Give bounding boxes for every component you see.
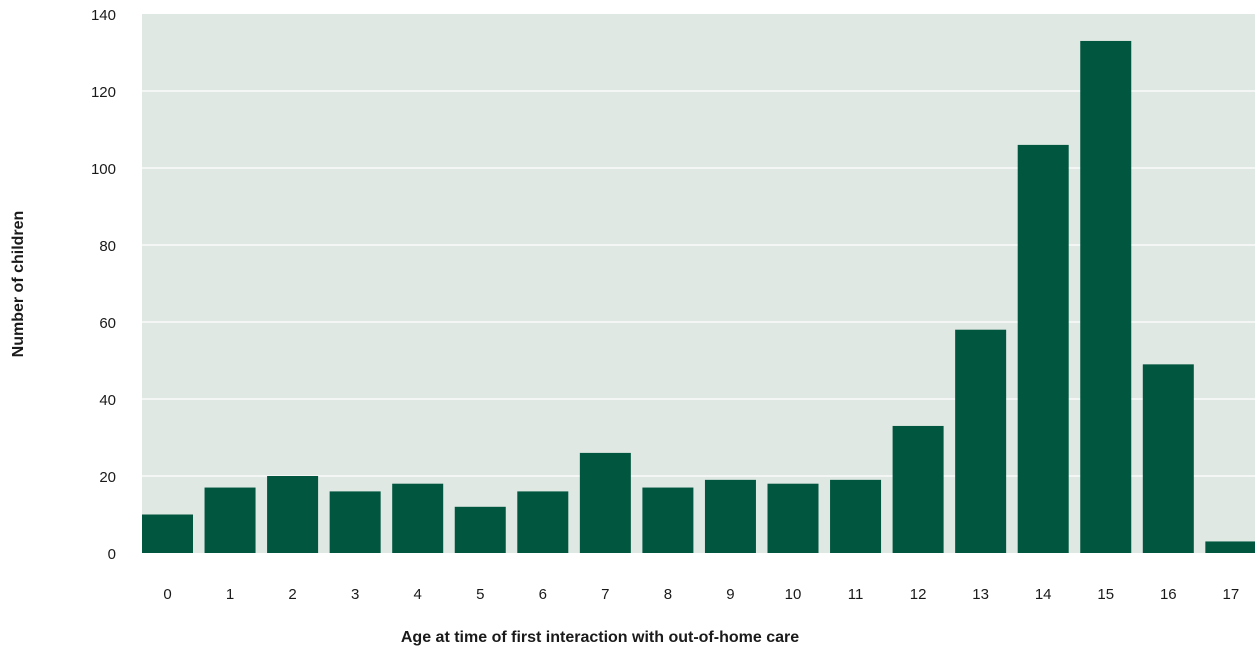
x-axis-title: Age at time of first interaction with ou… [401, 629, 799, 646]
y-tick-label: 80 [99, 238, 116, 255]
bar-age-2 [267, 476, 319, 553]
bar-age-6 [517, 491, 569, 553]
bar-age-10 [767, 483, 819, 553]
x-tick-label: 5 [476, 586, 484, 603]
bar-age-0 [142, 514, 193, 553]
x-tick-label: 13 [972, 586, 989, 603]
bar-age-12 [892, 425, 944, 553]
y-tick-label: 100 [91, 161, 116, 178]
bar-age-4 [392, 483, 444, 553]
x-tick-label: 15 [1097, 586, 1114, 603]
x-tick-label: 0 [163, 586, 171, 603]
x-tick-label: 8 [664, 586, 672, 603]
x-tick-label: 14 [1035, 586, 1052, 603]
y-tick-label: 20 [99, 469, 116, 486]
x-tick-label: 6 [539, 586, 547, 603]
x-axis-ticks: 0 1 2 3 4 5 6 7 8 9 10 11 12 13 14 15 16 17 [163, 586, 1239, 603]
gridlines [142, 90, 1255, 477]
bars [142, 40, 1255, 553]
x-tick-label: 10 [785, 586, 802, 603]
y-axis-title: Number of children [10, 211, 27, 358]
y-tick-label: 0 [108, 546, 116, 563]
y-tick-label: 140 [91, 7, 116, 24]
x-tick-label: 11 [848, 586, 864, 603]
y-tick-label: 60 [99, 315, 116, 332]
bar-age-15 [1080, 40, 1132, 553]
x-tick-label: 12 [910, 586, 927, 603]
bar-age-8 [642, 487, 694, 553]
y-tick-label: 120 [91, 84, 116, 101]
bar-age-7 [579, 452, 631, 553]
bar-age-13 [955, 329, 1007, 553]
x-tick-label: 2 [288, 586, 296, 603]
bar-age-11 [830, 479, 882, 553]
y-tick-label: 40 [99, 392, 116, 409]
x-tick-label: 3 [351, 586, 359, 603]
x-tick-label: 1 [226, 586, 234, 603]
x-tick-label: 17 [1223, 586, 1240, 603]
bar-age-1 [204, 487, 256, 553]
x-tick-label: 9 [726, 586, 734, 603]
bar-age-17 [1205, 541, 1255, 553]
bar-age-14 [1017, 144, 1069, 553]
bar-age-5 [454, 506, 506, 553]
x-tick-label: 4 [414, 586, 422, 603]
x-tick-label: 16 [1160, 586, 1177, 603]
x-tick-label: 7 [601, 586, 609, 603]
y-axis-ticks: 0 20 40 60 80 100 120 140 [91, 7, 116, 563]
bar-age-16 [1142, 364, 1194, 553]
plot-background [142, 14, 1255, 553]
bar-age-9 [704, 479, 756, 553]
bar-age-3 [329, 491, 381, 553]
